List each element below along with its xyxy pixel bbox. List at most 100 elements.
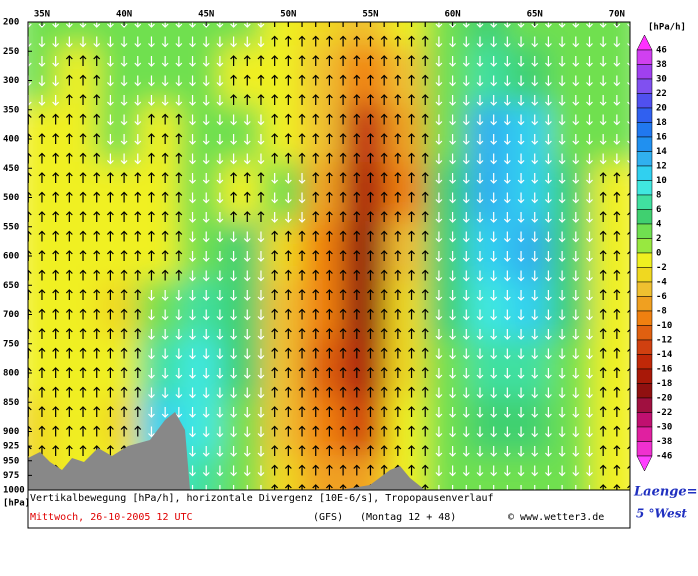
wind-arrow <box>449 465 457 477</box>
wind-arrow <box>490 153 498 165</box>
arrow-head <box>312 74 320 79</box>
wind-arrow <box>148 309 155 321</box>
arrow-head <box>435 218 443 223</box>
arrow-head <box>243 472 251 477</box>
arrow-head <box>380 289 388 294</box>
wind-arrow <box>462 153 470 165</box>
arrow-head <box>65 347 73 352</box>
arrow-head <box>325 406 333 411</box>
wind-arrow <box>353 133 361 144</box>
wind-arrow <box>449 387 457 399</box>
arrow-head <box>476 43 484 48</box>
arrow-head <box>449 394 457 399</box>
arrow-head <box>503 179 511 184</box>
wind-arrow <box>260 485 262 490</box>
arrow-head <box>79 250 87 255</box>
colorbar-label: -38 <box>656 437 672 447</box>
arrow-head <box>408 347 415 352</box>
arrow-head <box>230 472 238 477</box>
wind-arrow <box>599 75 607 87</box>
wind-arrow <box>339 484 347 490</box>
arrow-head <box>367 464 374 469</box>
arrow-head <box>326 17 332 20</box>
arrow-head <box>93 74 101 79</box>
wind-arrow <box>65 113 73 125</box>
arrow-head <box>189 140 196 145</box>
arrow-head <box>202 355 210 360</box>
wind-arrow <box>476 22 484 28</box>
wind-arrow <box>230 36 238 48</box>
wind-arrow <box>298 445 306 456</box>
arrow-head <box>52 269 60 274</box>
wind-arrow <box>257 94 265 105</box>
wind-arrow <box>380 347 388 359</box>
wind-arrow <box>298 328 306 339</box>
wind-arrow <box>503 134 511 145</box>
wind-arrow <box>79 172 87 183</box>
wind-arrow <box>230 407 238 418</box>
arrow-head <box>120 250 128 255</box>
arrow-head <box>257 238 265 243</box>
arrow-head <box>491 5 497 8</box>
arrow-head <box>202 199 210 204</box>
wind-arrow <box>449 134 457 145</box>
arrow-head <box>627 465 630 469</box>
arrow-head <box>394 55 402 60</box>
wind-arrow <box>408 94 415 105</box>
arrow-head <box>52 289 60 294</box>
arrow-head <box>558 43 566 48</box>
wind-arrow <box>586 309 593 321</box>
colorbar-label: 2 <box>656 234 661 244</box>
arrow-head <box>490 277 498 282</box>
arrow-head <box>435 121 443 126</box>
wind-arrow <box>588 485 591 490</box>
arrow-head <box>394 425 402 430</box>
arrow-head <box>367 74 374 79</box>
wind-arrow <box>490 251 498 262</box>
wind-arrow <box>38 113 46 125</box>
wind-arrow <box>325 191 333 203</box>
wind-arrow <box>572 192 580 204</box>
arrow-head <box>599 347 607 352</box>
wind-arrow <box>476 173 484 184</box>
arrow-head <box>435 316 443 321</box>
arrow-head <box>490 394 498 399</box>
arrow-head <box>298 464 306 469</box>
wind-arrow <box>79 308 87 320</box>
arrow-head <box>408 425 415 430</box>
arrow-head <box>421 308 429 313</box>
arrow-head <box>558 452 566 457</box>
arrow-head <box>135 5 141 8</box>
wind-arrow <box>106 386 114 398</box>
arrow-head <box>134 367 142 372</box>
colorbar-box <box>636 151 653 167</box>
wind-arrow <box>476 446 484 457</box>
wind-arrow <box>517 192 525 204</box>
wind-arrow <box>38 425 46 437</box>
arrow-head <box>558 433 566 438</box>
wind-arrow <box>586 290 593 301</box>
arrow-head <box>544 140 552 145</box>
arrow-head <box>408 367 415 372</box>
arrow-head <box>25 5 31 8</box>
colorbar-label: 8 <box>656 191 661 201</box>
wind-arrow <box>380 35 388 47</box>
wind-arrow <box>148 56 155 67</box>
arrow-head <box>476 121 484 126</box>
arrow-head <box>79 406 87 411</box>
arrow-head <box>490 101 498 106</box>
wind-arrow <box>93 74 101 86</box>
arrow-head <box>421 133 429 138</box>
arrow-head <box>243 394 251 399</box>
arrow-head <box>93 191 101 196</box>
arrow-head <box>79 94 87 99</box>
arrow-head <box>559 5 565 8</box>
wind-arrow <box>312 250 320 261</box>
wind-arrow <box>531 446 539 457</box>
arrow-head <box>257 335 265 340</box>
arrow-head <box>106 23 114 28</box>
wind-arrow <box>599 308 607 320</box>
arrow-head <box>476 218 484 223</box>
arrow-head <box>517 43 525 48</box>
arrow-head <box>284 289 292 294</box>
